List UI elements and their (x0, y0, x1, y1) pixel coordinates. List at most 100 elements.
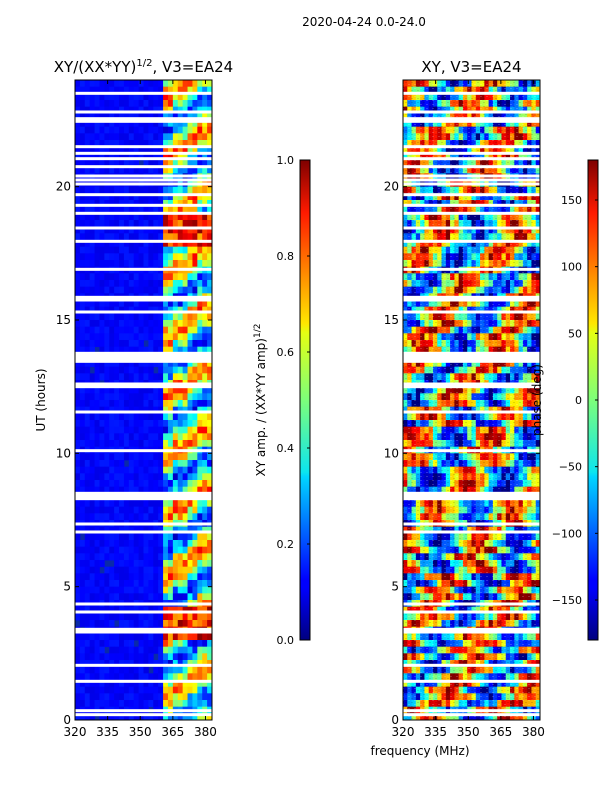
amplitude-heatmap-cell (138, 133, 144, 141)
amplitude-heatmap-cell (153, 193, 159, 201)
amplitude-heatmap-cell (172, 333, 179, 341)
amplitude-heatmap-cell (123, 680, 130, 688)
amplitude-heatmap-cell (177, 506, 184, 514)
amplitude-heatmap-cell (99, 406, 105, 414)
amplitude-heatmap-cell (172, 606, 179, 614)
amplitude-heatmap-cell (109, 126, 115, 134)
amplitude-heatmap-cell (192, 686, 198, 694)
amplitude-heatmap-cell (128, 606, 135, 614)
amplitude-heatmap-cell (172, 100, 179, 108)
amplitude-heatmap-cell (177, 306, 184, 314)
amplitude-heatmap-cell (94, 673, 100, 681)
amplitude-heatmap-cell (153, 226, 159, 234)
amplitude-heatmap-cell (89, 326, 95, 334)
amplitude-y-tick-label: 15 (56, 313, 71, 327)
amplitude-heatmap-cell (99, 240, 105, 248)
amplitude-heatmap-cell (163, 240, 169, 248)
amplitude-heatmap-cell (99, 133, 105, 141)
amplitude-heatmap-cell (143, 93, 149, 101)
amplitude-heatmap-cell (94, 160, 100, 168)
amplitude-heatmap-cell (163, 213, 169, 221)
amplitude-heatmap-cell (89, 153, 95, 161)
amplitude-heatmap-cell (114, 513, 120, 521)
amplitude-heatmap-cell (138, 186, 144, 194)
amplitude-heatmap-cell (192, 213, 198, 221)
amplitude-heatmap-cell (133, 260, 139, 268)
amplitude-heatmap-cell (148, 246, 154, 254)
amplitude-heatmap-cell (75, 233, 81, 241)
amplitude-heatmap-cell (163, 406, 169, 414)
amplitude-heatmap-cell (207, 420, 212, 428)
amplitude-heatmap-cell (133, 226, 139, 234)
amplitude-heatmap-cell (143, 533, 149, 541)
amplitude-heatmap-cell (143, 333, 149, 341)
amplitude-heatmap-cell (109, 466, 115, 474)
amplitude-heatmap-cell (197, 340, 203, 348)
amplitude-heatmap-cell (114, 686, 120, 694)
amplitude-heatmap-cell (94, 526, 100, 534)
amplitude-flagged-row (75, 530, 212, 534)
amplitude-heatmap-cell (133, 566, 139, 574)
amplitude-heatmap-cell (148, 433, 154, 441)
amplitude-heatmap-cell (207, 713, 212, 720)
amplitude-heatmap-cell (133, 220, 139, 228)
amplitude-heatmap-cell (143, 546, 149, 554)
amplitude-heatmap-cell (119, 393, 125, 401)
amplitude-heatmap-cell (109, 200, 115, 208)
amplitude-heatmap-cell (123, 593, 130, 601)
amplitude-heatmap-cell (119, 413, 125, 421)
amplitude-heatmap-cell (197, 126, 203, 134)
amplitude-heatmap-cell (202, 533, 208, 541)
amplitude-heatmap-cell (167, 386, 174, 394)
amplitude-heatmap-cell (148, 133, 154, 141)
amplitude-heatmap-cell (167, 546, 174, 554)
amplitude-flagged-row (75, 491, 212, 495)
amplitude-heatmap-cell (119, 460, 125, 468)
amplitude-heatmap-cell (202, 313, 208, 321)
amplitude-heatmap-cell (84, 486, 91, 494)
amplitude-heatmap-cell (75, 573, 81, 581)
amplitude-heatmap-panel: XY/(XX*YY)1/2, V3=EA24 320 335 350 365 380 0… (34, 58, 233, 739)
amplitude-heatmap-cell (94, 386, 100, 394)
amplitude-heatmap-cell (182, 246, 188, 254)
amplitude-heatmap-cell (182, 186, 188, 194)
amplitude-heatmap-cell (187, 480, 193, 488)
amplitude-heatmap-cell (119, 213, 125, 221)
amplitude-heatmap-cell (84, 213, 91, 221)
amplitude-heatmap-cell (94, 313, 100, 321)
amplitude-heatmap-cell (192, 426, 198, 434)
amplitude-heatmap-cell (119, 420, 125, 428)
amplitude-heatmap-cell (75, 120, 81, 128)
amplitude-heatmap-cell (133, 620, 139, 628)
amplitude-heatmap-cell (94, 373, 100, 381)
amplitude-heatmap-cell (158, 126, 164, 134)
amplitude-heatmap-cell (187, 260, 193, 268)
amplitude-heatmap-cell (133, 673, 139, 681)
amplitude-heatmap-cell (207, 133, 212, 141)
amplitude-heatmap-cell (197, 620, 203, 628)
amplitude-heatmap-cell (143, 633, 149, 641)
amplitude-heatmap-cell (197, 553, 203, 561)
amplitude-heatmap-cell (163, 233, 169, 241)
amplitude-heatmap-cell (182, 273, 188, 281)
amplitude-heatmap-cell (119, 133, 125, 141)
amplitude-heatmap-cell (75, 206, 81, 214)
amplitude-heatmap-cell (207, 433, 212, 441)
amplitude-heatmap-cell (177, 540, 184, 548)
amplitude-heatmap-cell (158, 460, 164, 468)
amplitude-heatmap-cell (192, 160, 198, 168)
amplitude-heatmap-cell (143, 513, 149, 521)
amplitude-heatmap-cell (172, 566, 179, 574)
amplitude-heatmap-cell (143, 220, 149, 228)
amplitude-heatmap-cell (197, 326, 203, 334)
amplitude-heatmap-cell (84, 433, 91, 441)
amplitude-heatmap-cell (123, 160, 130, 168)
amplitude-heatmap-cell (187, 620, 193, 628)
amplitude-heatmap-cell (197, 460, 203, 468)
amplitude-heatmap-cell (167, 606, 174, 614)
amplitude-heatmap-cell (128, 333, 135, 341)
amplitude-heatmap-cell (104, 260, 110, 268)
amplitude-heatmap-cell (94, 513, 100, 521)
amplitude-heatmap-cell (187, 533, 193, 541)
amplitude-heatmap-cell (192, 313, 198, 321)
